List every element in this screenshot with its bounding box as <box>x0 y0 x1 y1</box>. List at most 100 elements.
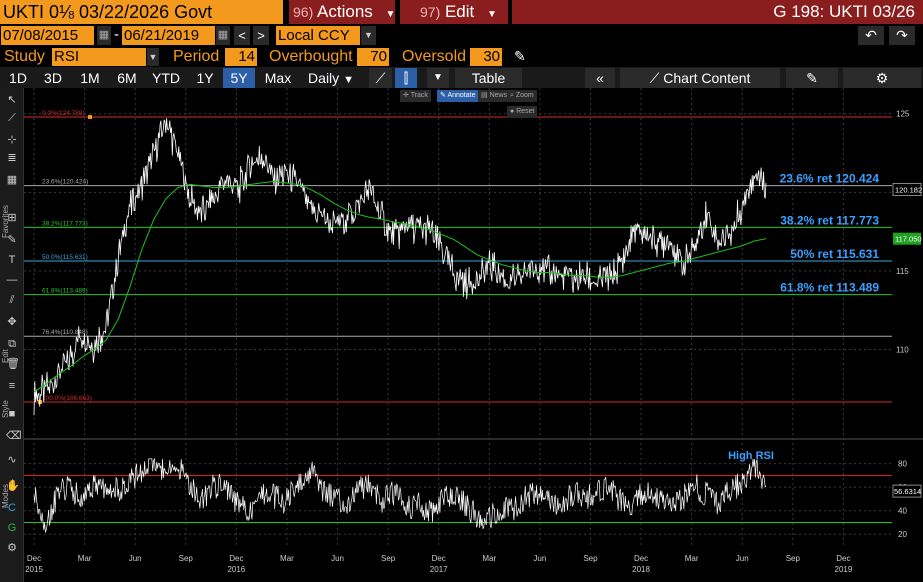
price-tick-label: 110 <box>896 346 909 355</box>
chevron-down-icon[interactable]: ▼ <box>361 26 376 45</box>
price-tick-label: 115 <box>896 267 909 276</box>
range-6m[interactable]: 6M <box>117 70 137 86</box>
ticker-field[interactable]: UKTI 0⅛ 03/22/2026 Govt <box>0 0 283 24</box>
range-3d[interactable]: 3D <box>44 70 62 86</box>
line-style-icon[interactable]: ≡ <box>8 380 16 392</box>
bar-chart-icon[interactable]: ⫿ <box>395 68 417 88</box>
redo-icon[interactable]: ↷ <box>889 26 915 45</box>
month-tick-label: Mar <box>78 554 92 563</box>
fib-icon[interactable]: ≣ <box>7 152 17 164</box>
prev-period-button[interactable]: < <box>234 26 250 45</box>
track-label: Track <box>410 92 428 99</box>
undo-icon[interactable]: ↶ <box>858 26 884 45</box>
month-tick-label: Sep <box>583 554 598 563</box>
edit-chart-icon[interactable]: ✎ <box>786 68 838 88</box>
news-button[interactable]: ▤ News <box>478 90 511 102</box>
pen-icon[interactable]: ✎ <box>7 234 17 246</box>
chevron-down-icon[interactable]: ▼ <box>427 68 449 88</box>
rsi-tick-label: 80 <box>898 460 907 469</box>
oversold-label: Oversold <box>402 48 467 65</box>
reset-label: Reset <box>516 108 535 115</box>
calendar-icon[interactable]: ▦ <box>97 26 111 45</box>
frequency-select[interactable]: Daily ▼ <box>302 68 360 88</box>
year-tick-label: 2015 <box>25 565 43 574</box>
text-icon[interactable]: T <box>8 254 16 266</box>
last-price-text: 120.182 <box>895 185 922 194</box>
year-tick-label: 2018 <box>632 565 650 574</box>
track-button[interactable]: ✛ Track <box>400 90 431 102</box>
range-1y[interactable]: 1Y <box>196 70 214 86</box>
ruler-icon[interactable]: ⊞ <box>7 212 17 224</box>
month-tick-label: Dec <box>836 554 850 563</box>
price-tick-label: 125 <box>896 110 910 119</box>
period-field[interactable]: 14 <box>225 48 257 66</box>
channel-icon[interactable]: ⫽ <box>9 294 15 306</box>
crosshair-icon[interactable]: ⊹ <box>7 134 17 146</box>
rsi-last-text: 56.6314 <box>894 487 921 496</box>
range-5y[interactable]: 5Y <box>223 68 255 88</box>
trash-icon[interactable]: 🗑 <box>6 358 20 370</box>
chart-content-button[interactable]: ⟋ Chart Content <box>620 68 780 88</box>
edit-menu[interactable]: 97) Edit ▼ <box>400 0 508 24</box>
security-title: G 198: UKTI 03/26 <box>512 0 923 24</box>
year-tick-label: 2016 <box>227 565 245 574</box>
actions-number: 96) <box>293 4 314 20</box>
fib-small-label: 23.6%(120.424) <box>42 179 88 186</box>
high-rsi-annotation: High RSI <box>728 450 774 462</box>
chevron-down-icon: ▼ <box>343 74 354 86</box>
next-period-button[interactable]: > <box>253 26 269 45</box>
cursor-icon[interactable]: ↖ <box>7 94 17 106</box>
edit-label: Edit <box>444 2 475 21</box>
range-max[interactable]: Max <box>264 70 292 86</box>
reset-button[interactable]: ● Reset <box>507 106 538 118</box>
eraser-icon[interactable]: ⌫ <box>6 430 22 442</box>
wave-icon[interactable]: ∿ <box>7 454 17 466</box>
collapse-icon[interactable]: « <box>585 68 615 88</box>
actions-menu[interactable]: 96) Actions ▼ <box>289 0 395 24</box>
month-tick-label: Sep <box>179 554 194 563</box>
month-tick-label: Dec <box>229 554 243 563</box>
fib-small-label: 61.8%(113.489) <box>42 288 88 295</box>
range-ytd[interactable]: YTD <box>152 70 180 86</box>
settings-icon[interactable]: ⚙ <box>7 542 17 554</box>
fib-anchor-marker <box>88 115 92 120</box>
color-icon[interactable]: ■ <box>8 408 16 420</box>
currency-select[interactable]: Local CCY <box>276 26 360 45</box>
annotate-button[interactable]: ✎ Annotate <box>437 90 479 102</box>
chevron-down-icon: ▼ <box>487 9 497 20</box>
copy-icon[interactable]: ⧉ <box>8 338 16 350</box>
price-chart[interactable]: 0.0%(124.788) 23.6%(120.424) 23.6% ret 120… <box>24 88 923 582</box>
start-date-field[interactable]: 07/08/2015 <box>1 26 94 45</box>
range-1d[interactable]: 1D <box>9 70 27 86</box>
month-tick-label: Dec <box>432 554 446 563</box>
study-select[interactable]: RSI <box>52 48 146 66</box>
month-tick-label: Jun <box>331 554 344 563</box>
mode-c-icon[interactable]: C <box>8 502 16 514</box>
hand-icon[interactable]: ✋ <box>6 480 20 492</box>
line-tool-icon[interactable]: — <box>6 274 18 286</box>
fib-retracement-lines: 0.0%(124.788) 23.6%(120.424) 23.6% ret 120… <box>24 110 892 404</box>
line-chart-icon[interactable]: ⟋ <box>369 68 392 88</box>
range-1m[interactable]: 1M <box>80 70 100 86</box>
gear-icon[interactable]: ⚙ <box>843 68 921 88</box>
oversold-field[interactable]: 30 <box>470 48 502 66</box>
chart-axes: Dec Mar Jun Sep Dec Mar Jun Sep Dec Mar Jun Sep Dec M… <box>25 110 922 574</box>
table-button[interactable]: Table <box>455 68 522 88</box>
calendar-icon[interactable]: ▦ <box>216 26 230 45</box>
study-bar: Study RSI ▼ Period 14 Overbought 70 Over… <box>0 46 923 67</box>
fib-small-label: 100.0%(106.663) <box>42 395 92 402</box>
mode-g-icon[interactable]: G <box>7 522 17 534</box>
moving-average-line <box>33 180 767 393</box>
calendar-icon[interactable]: ▦ <box>6 174 18 186</box>
pencil-icon[interactable]: ✎ <box>514 48 526 64</box>
frequency-label: Daily <box>308 70 340 86</box>
year-tick-label: 2017 <box>430 565 448 574</box>
overbought-field[interactable]: 70 <box>357 48 389 66</box>
trendline-icon[interactable]: ⟋ <box>8 112 16 124</box>
chevron-down-icon[interactable]: ▼ <box>147 48 159 66</box>
move-icon[interactable]: ✥ <box>7 316 17 328</box>
fib-small-label: 76.4%(110.848) <box>42 329 88 336</box>
month-tick-label: Mar <box>280 554 294 563</box>
end-date-field[interactable]: 06/21/2019 <box>122 26 215 45</box>
zoom-button[interactable]: ⌕ Zoom <box>507 90 537 102</box>
